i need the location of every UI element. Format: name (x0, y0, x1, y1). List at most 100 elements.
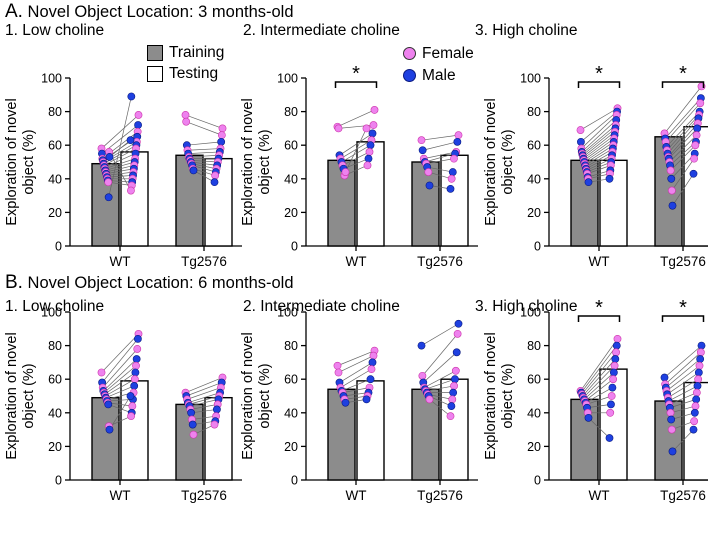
y-tick-label: 40 (284, 406, 298, 420)
subject-pair-line (671, 158, 695, 191)
subject-pair-line (671, 412, 695, 420)
subject-pair-line (580, 338, 618, 392)
y-axis-label-line1: Exploration of novel (240, 98, 256, 225)
subject-pair-line (101, 114, 139, 149)
testing-point (133, 334, 142, 343)
subject-pair-line (192, 165, 216, 173)
y-tick-label: 60 (284, 139, 298, 153)
training-point (584, 413, 593, 422)
y-tick-label: 60 (48, 139, 62, 153)
subject-pair-line (584, 148, 614, 166)
y-tick-label: 80 (527, 339, 541, 353)
x-tick-label: Tg2576 (660, 488, 706, 503)
y-tick-label: 0 (534, 240, 541, 254)
testing-point (691, 141, 700, 150)
panel-b2-title: 2. Intermediate choline (243, 298, 400, 315)
testing-point (447, 402, 456, 410)
testing-point (696, 348, 705, 357)
subject-pair-line (104, 153, 136, 168)
testing-point (446, 184, 455, 193)
subject-pair-line (342, 151, 370, 166)
y-tick-label: 0 (55, 240, 62, 254)
y-tick-label: 20 (48, 206, 62, 220)
y-axis-label-line2: object (%) (257, 363, 273, 428)
subject-pair-line (423, 352, 457, 383)
subject-pair-line (187, 392, 221, 404)
training-bar (411, 388, 440, 481)
y-tick-label: 100 (277, 306, 298, 320)
panel-b1-title: 1. Low choline (5, 298, 105, 315)
x-tick-label: Tg2576 (417, 254, 463, 269)
training-point (334, 368, 343, 377)
panel-b3-title: 3. High choline (475, 298, 578, 315)
testing-point (608, 383, 617, 392)
y-tick-label: 40 (527, 406, 541, 420)
testing-point (605, 434, 614, 442)
subject-pair-line (108, 96, 132, 198)
subject-pair-line (191, 415, 217, 420)
x-tick-label: WT (589, 488, 610, 503)
testing-point (362, 124, 371, 133)
subject-pair-line (581, 114, 617, 149)
y-tick-label: 0 (55, 474, 62, 488)
y-tick-label: 0 (291, 240, 298, 254)
subject-pair-line (341, 378, 371, 392)
significance-bracket (334, 81, 378, 88)
y-tick-label: 20 (48, 440, 62, 454)
subject-pair-line (105, 378, 135, 397)
subject-pair-line (583, 365, 615, 398)
subject-pair-line (584, 141, 614, 163)
subject-pair-line (190, 404, 218, 410)
y-tick-label: 80 (284, 339, 298, 353)
training-point (189, 166, 198, 175)
testing-point (370, 106, 379, 114)
testing-point (453, 329, 462, 338)
y-axis-label-line1: Exploration of novel (4, 332, 20, 459)
subject-pair-line (188, 151, 220, 154)
training-point (189, 430, 198, 439)
subject-pair-line (341, 144, 371, 163)
female-swatch (403, 47, 416, 61)
testing-point (606, 408, 615, 417)
training-point (105, 425, 114, 434)
training-point (668, 447, 677, 456)
testing-point (696, 355, 705, 363)
section-a-label: A. (5, 1, 23, 22)
significance-bracket (577, 315, 621, 322)
testing-point (451, 366, 460, 375)
training-point (104, 400, 113, 409)
subject-pair-line (580, 111, 618, 143)
subject-pair-line (424, 153, 456, 163)
testing-point (366, 375, 375, 384)
training-point (666, 408, 675, 417)
subject-pair-line (186, 387, 222, 400)
significance-star: * (679, 63, 687, 85)
testing-point (613, 334, 622, 343)
subject-pair-line (667, 118, 699, 154)
subject-pair-line (342, 387, 370, 393)
subject-pair-line (186, 141, 222, 146)
subject-pair-line (422, 141, 458, 151)
subject-pair-line (584, 144, 614, 164)
subject-pair-line (421, 323, 459, 346)
testing-point (210, 420, 219, 429)
subject-pair-line (670, 405, 696, 414)
x-tick-label: WT (589, 254, 610, 269)
testing-swatch (147, 65, 163, 82)
subject-pair-line (671, 420, 695, 430)
y-tick-label: 20 (284, 206, 298, 220)
y-tick-label: 80 (48, 339, 62, 353)
subject-pair-line (584, 378, 614, 402)
subject-pair-line (106, 171, 134, 176)
testing-point (369, 121, 378, 129)
y-axis-label-line1: Exploration of novel (483, 332, 499, 459)
legend-training: Training (147, 44, 224, 62)
subject-pair-line (340, 139, 372, 159)
x-tick-label: WT (346, 488, 367, 503)
subject-pair-line (429, 399, 451, 417)
subject-pair-line (337, 350, 375, 367)
